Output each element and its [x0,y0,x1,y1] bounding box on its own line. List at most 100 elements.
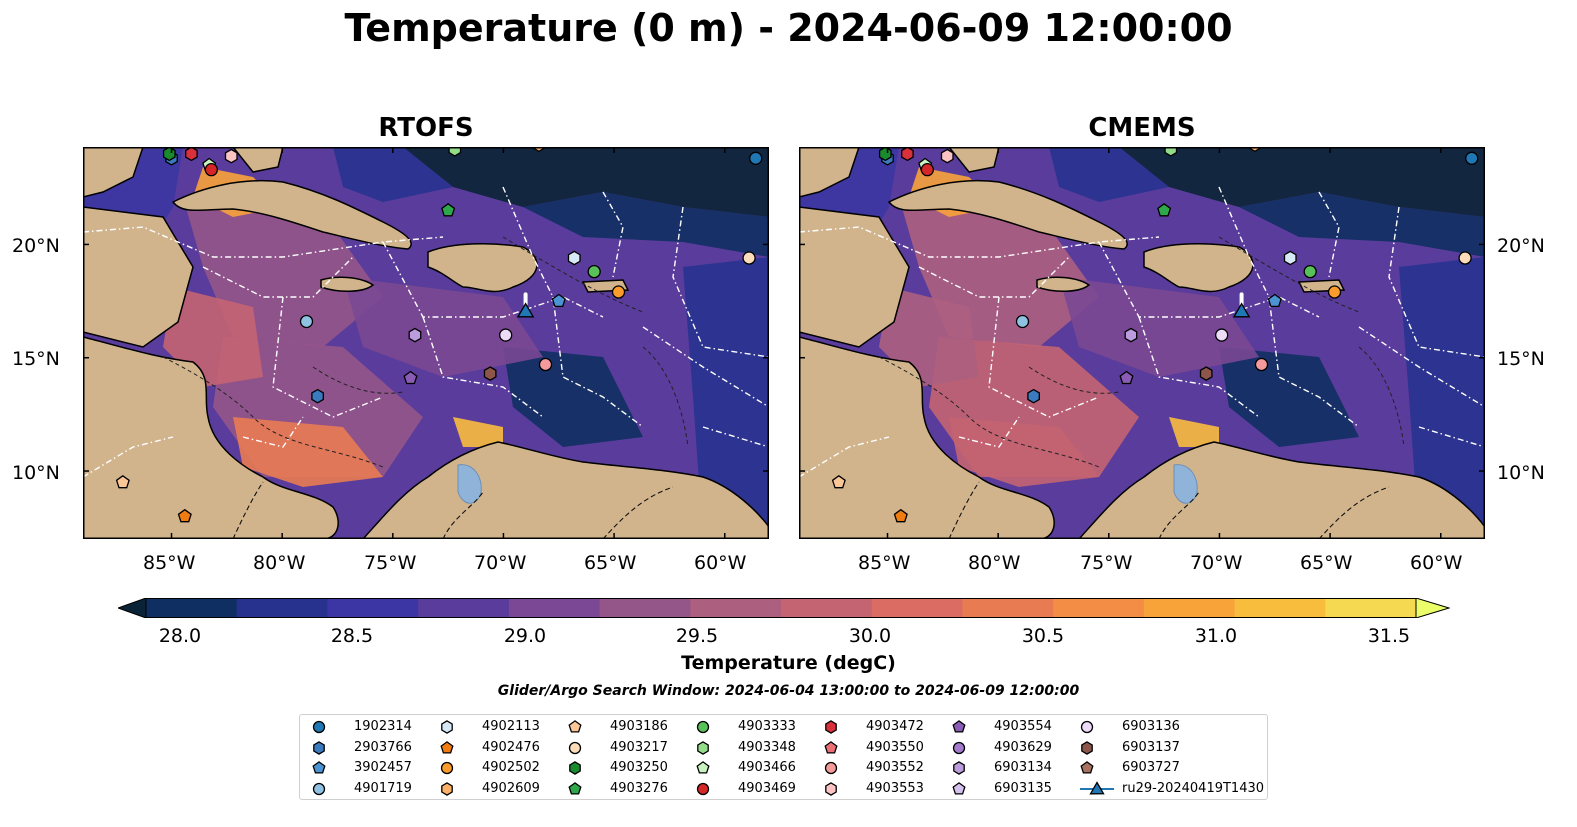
legend-marker [952,741,966,754]
legend-label: 4903250 [610,760,668,775]
x-tick-label: 70°W [1190,552,1243,574]
float-marker [1199,366,1213,381]
legend-marker [1080,761,1094,774]
legend-label: 4902113 [482,719,540,734]
x-tick-label: 60°W [694,552,747,574]
bathymetry-contour [312,366,404,394]
yucatan-land [799,206,910,348]
legend-marker [312,761,326,774]
legend-symbol [824,740,838,754]
cuba-land [887,179,1128,250]
float-marker [1215,328,1229,342]
colorbar-frame [145,598,1417,618]
map-frame [799,147,1485,539]
eez-boundary [1418,426,1485,448]
colorbar-tick-label: 30.5 [1021,625,1065,647]
figure-title: Temperature (0 m) - 2024-06-09 12:00:00 [344,6,1233,50]
legend-symbol [1081,740,1093,755]
legend-label: 4902502 [482,760,540,775]
float-marker [749,151,763,165]
float-marker [611,285,626,299]
country-border [442,491,484,539]
legend-symbol [312,761,326,774]
temperature-zone [949,417,1099,487]
bathymetry-contour [878,356,1100,468]
float-marker [1283,250,1297,266]
eez-boundary [272,296,384,418]
legend-marker [312,720,326,734]
temperature-zone [233,417,383,487]
colorbar-tick-label: 29.0 [503,625,547,647]
colorbar-segment [1143,598,1236,618]
temperature-zone [503,347,643,447]
colorbar-segment [327,598,419,618]
float-marker [1015,314,1030,329]
legend-label: 4903276 [610,780,668,796]
float-marker [1458,251,1472,265]
temperature-zone [523,192,769,257]
eez-boundary [1098,241,1320,318]
legend-label: 6903134 [994,760,1052,775]
eez-boundary [702,426,769,448]
float-marker [831,474,846,489]
colorbar-segment [146,598,238,618]
eez-boundary [382,241,604,318]
map-panel-cmems [799,147,1485,539]
map-frame [83,147,769,539]
eez-boundary [642,326,769,408]
legend-symbol [824,761,838,775]
legend-label: 4903217 [610,739,668,755]
glider-position-marker [1232,302,1251,318]
y-tick-label: 15°N [1497,348,1545,370]
float-marker [901,147,914,162]
colorbar [118,598,1450,618]
x-tick-label: 85°W [143,552,196,574]
y-tick-label: 10°N [1497,462,1545,484]
y-tick-label: 10°N [12,462,60,484]
legend-marker [824,761,838,775]
temperature-zone [1169,417,1219,447]
float-marker [204,163,218,177]
panel-title-cmems: CMEMS [1088,113,1196,143]
float-marker [1327,285,1342,299]
legend-marker [312,782,326,795]
float-marker [1267,293,1282,308]
legend-marker [440,740,454,754]
glider-position-marker [516,302,535,318]
float-marker [1254,357,1269,372]
x-tick-label: 75°W [364,552,417,574]
florida-land [232,147,284,173]
eez-boundary [958,416,1020,448]
colorbar-segment [781,598,873,618]
legend-marker [697,740,709,755]
legend: 1902314 2903766 3902457 4901719 4902113 49024… [299,714,1268,800]
x-tick-label: 60°W [1410,552,1463,574]
legend-symbol [440,740,454,754]
float-marker [1124,327,1138,343]
legend-symbol [952,720,966,733]
eez-boundary [83,226,444,258]
legend-marker [696,720,710,734]
legend-symbol [441,720,453,734]
colorbar-extend-high [1415,598,1450,618]
country-border [1318,486,1390,539]
legend-label: 4903469 [738,780,796,796]
float-marker [448,147,462,157]
legend-symbol [1080,761,1094,774]
float-marker [587,264,601,279]
legend-marker [696,782,710,795]
legend-marker [696,761,710,774]
hispaniola-land [427,242,538,293]
float-marker [499,328,513,342]
colorbar-segment [1053,598,1145,618]
legend-symbol [696,782,710,795]
legend-label: 4903466 [738,760,796,775]
colorbar-tick-label: 31.0 [1194,625,1238,647]
legend-label: 6903136 [1122,719,1180,734]
float-marker [893,508,908,523]
legend-marker [1081,740,1093,755]
float-marker [115,474,130,489]
legend-label: 2903766 [354,739,412,755]
legend-symbol [696,720,710,734]
colorbar-tick-label: 31.5 [1367,625,1411,647]
